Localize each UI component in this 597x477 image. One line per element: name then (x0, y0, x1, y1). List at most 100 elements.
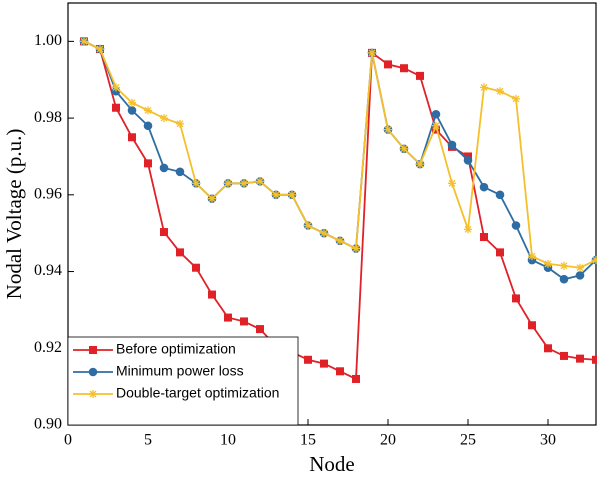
marker (544, 344, 552, 353)
marker (511, 221, 521, 230)
marker (576, 354, 584, 363)
x-tick-label: 5 (144, 432, 152, 449)
marker-stroke (304, 222, 312, 229)
marker (447, 140, 457, 150)
marker-stroke (512, 95, 520, 103)
marker-stroke (400, 145, 408, 153)
legend-label: Before optimization (116, 341, 236, 357)
x-tick-label: 25 (460, 432, 476, 449)
marker (544, 259, 552, 268)
marker-stroke (448, 179, 456, 187)
y-tick-label: 0.96 (34, 185, 62, 202)
y-tick-label: 0.98 (34, 109, 62, 126)
marker (175, 167, 185, 177)
marker-stroke (160, 114, 168, 122)
x-tick-label: 0 (64, 432, 72, 449)
x-tick-label: 10 (220, 432, 236, 449)
marker (128, 133, 136, 142)
marker (127, 106, 137, 115)
marker-stroke (96, 45, 104, 53)
marker-stroke (560, 262, 568, 270)
marker-stroke (432, 122, 440, 130)
marker (528, 321, 536, 330)
marker-stroke (384, 126, 392, 134)
marker (400, 144, 408, 153)
marker (256, 177, 264, 186)
marker (416, 71, 424, 80)
marker (336, 236, 344, 245)
marker (304, 355, 312, 364)
marker-stroke (208, 195, 216, 203)
marker (143, 121, 153, 131)
marker-stroke (416, 160, 424, 168)
marker (576, 263, 584, 272)
y-tick-label: 0.94 (34, 262, 62, 279)
y-tick-label: 0.92 (34, 339, 62, 356)
marker (464, 225, 472, 234)
marker (176, 119, 184, 128)
marker (224, 313, 232, 322)
marker (480, 233, 488, 242)
marker (592, 355, 597, 364)
marker-stroke (320, 229, 328, 237)
marker (432, 121, 440, 130)
legend: Before optimization Minimum power loss Dou… (67, 336, 299, 426)
marker (272, 190, 280, 199)
marker (160, 228, 168, 237)
x-axis-title: Node (309, 452, 355, 476)
marker (304, 221, 312, 230)
marker (496, 87, 504, 96)
marker (80, 37, 88, 46)
marker (592, 256, 597, 265)
marker-stroke (192, 179, 200, 187)
marker (288, 190, 296, 199)
y-tick-label: 1.00 (34, 32, 62, 49)
marker-stroke (288, 191, 296, 199)
marker-stroke (528, 252, 536, 260)
marker (336, 367, 344, 376)
marker (352, 374, 360, 383)
marker (400, 64, 408, 73)
marker (96, 45, 104, 54)
marker-stroke (224, 179, 232, 187)
marker-stroke (544, 260, 552, 268)
marker-stroke (576, 264, 584, 272)
marker-stroke (176, 120, 184, 128)
marker-stroke (368, 49, 376, 57)
y-axis-title: Nodal Voltage (p.u.) (2, 129, 26, 300)
marker (320, 229, 328, 238)
legend-label: Minimum power loss (116, 363, 244, 379)
marker (224, 179, 232, 188)
marker (256, 325, 264, 334)
marker-stroke (464, 225, 472, 233)
marker (144, 106, 152, 115)
marker (560, 261, 568, 270)
legend-box (67, 336, 299, 426)
marker (575, 271, 585, 280)
marker (112, 103, 120, 112)
marker-stroke (592, 258, 597, 264)
marker (352, 244, 360, 253)
marker (240, 179, 248, 188)
x-tick-label: 20 (380, 432, 396, 449)
marker (176, 248, 184, 257)
marker (463, 155, 473, 165)
marker (512, 294, 520, 303)
marker (192, 179, 200, 188)
marker-stroke (89, 390, 97, 398)
marker-stroke (496, 87, 504, 95)
marker (160, 114, 168, 123)
marker-stroke (256, 177, 264, 185)
marker (240, 317, 248, 326)
marker (144, 159, 152, 168)
marker (431, 109, 441, 119)
y-tick-label: 0.90 (34, 416, 62, 433)
marker-stroke (112, 83, 120, 91)
marker-stroke (480, 83, 488, 91)
marker-stroke (128, 99, 136, 107)
marker (112, 83, 120, 92)
x-tick-label: 30 (540, 432, 556, 449)
marker (159, 163, 169, 173)
legend-label: Double-target optimization (116, 385, 279, 401)
marker-stroke (144, 106, 152, 114)
